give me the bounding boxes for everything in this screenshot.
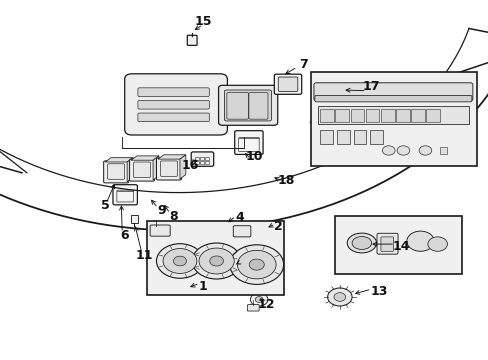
Circle shape (163, 248, 197, 274)
FancyBboxPatch shape (113, 185, 137, 205)
FancyBboxPatch shape (107, 164, 124, 179)
Circle shape (333, 293, 345, 301)
Bar (131, 215, 138, 223)
Bar (204, 157, 208, 160)
Text: 6: 6 (120, 229, 129, 242)
Circle shape (237, 250, 276, 279)
Text: 4: 4 (235, 211, 244, 224)
Polygon shape (180, 155, 185, 179)
FancyBboxPatch shape (314, 95, 471, 102)
Circle shape (249, 259, 264, 270)
Bar (439, 147, 446, 154)
Polygon shape (158, 155, 185, 159)
Bar (320, 109, 333, 122)
Text: 11: 11 (135, 249, 153, 262)
Bar (195, 161, 199, 164)
Bar (204, 161, 208, 164)
FancyBboxPatch shape (133, 162, 150, 177)
Bar (334, 216, 461, 274)
FancyBboxPatch shape (138, 113, 209, 122)
Bar (195, 157, 199, 160)
Circle shape (406, 231, 433, 251)
Bar (369, 130, 382, 144)
FancyBboxPatch shape (234, 131, 263, 154)
Circle shape (327, 288, 351, 306)
FancyBboxPatch shape (138, 100, 209, 109)
FancyBboxPatch shape (138, 88, 209, 96)
Circle shape (199, 248, 234, 274)
Bar (317, 106, 468, 124)
Text: 17: 17 (362, 80, 380, 93)
FancyBboxPatch shape (313, 83, 472, 101)
Circle shape (427, 237, 447, 251)
Text: 8: 8 (169, 210, 178, 222)
Bar (335, 109, 348, 122)
Text: 9: 9 (157, 204, 165, 217)
FancyBboxPatch shape (160, 161, 177, 176)
Circle shape (209, 256, 223, 266)
Circle shape (382, 146, 394, 155)
Circle shape (229, 245, 283, 284)
Polygon shape (131, 156, 159, 160)
Bar (350, 109, 364, 122)
FancyBboxPatch shape (247, 305, 259, 311)
Circle shape (255, 297, 263, 302)
Bar (336, 130, 349, 144)
Bar (200, 157, 203, 160)
Bar (395, 109, 409, 122)
Circle shape (418, 146, 431, 155)
Text: 2: 2 (274, 220, 283, 233)
Text: 13: 13 (369, 285, 387, 298)
FancyBboxPatch shape (156, 158, 181, 180)
FancyBboxPatch shape (278, 77, 297, 91)
Ellipse shape (351, 237, 371, 249)
Polygon shape (105, 158, 133, 162)
Circle shape (156, 244, 203, 278)
Circle shape (396, 146, 409, 155)
Text: 14: 14 (391, 240, 409, 253)
Text: 1: 1 (198, 280, 207, 293)
Circle shape (250, 293, 267, 306)
FancyBboxPatch shape (150, 225, 170, 236)
Text: 18: 18 (277, 174, 294, 186)
FancyBboxPatch shape (129, 159, 154, 181)
FancyBboxPatch shape (218, 85, 277, 125)
Bar (365, 109, 379, 122)
Text: 3: 3 (240, 258, 248, 271)
Text: 15: 15 (194, 15, 211, 28)
Bar (320, 130, 332, 144)
FancyBboxPatch shape (103, 161, 128, 183)
Text: 12: 12 (257, 298, 275, 311)
FancyBboxPatch shape (224, 90, 271, 121)
Bar (146, 221, 283, 295)
FancyBboxPatch shape (191, 152, 213, 166)
Bar (310, 72, 476, 166)
Bar (380, 109, 394, 122)
Polygon shape (127, 158, 133, 182)
FancyBboxPatch shape (124, 74, 227, 135)
Circle shape (173, 256, 186, 266)
Text: 7: 7 (298, 58, 307, 71)
Text: 10: 10 (245, 150, 263, 163)
Bar (410, 109, 424, 122)
Ellipse shape (346, 233, 376, 253)
Polygon shape (153, 156, 159, 180)
FancyBboxPatch shape (233, 226, 250, 237)
Text: 5: 5 (101, 199, 109, 212)
Text: 16: 16 (182, 159, 199, 172)
FancyBboxPatch shape (380, 237, 393, 251)
FancyBboxPatch shape (274, 74, 301, 94)
FancyBboxPatch shape (187, 35, 197, 45)
FancyBboxPatch shape (376, 233, 397, 254)
Bar (200, 161, 203, 164)
Bar (353, 130, 366, 144)
Circle shape (192, 243, 241, 279)
Bar (426, 109, 439, 122)
